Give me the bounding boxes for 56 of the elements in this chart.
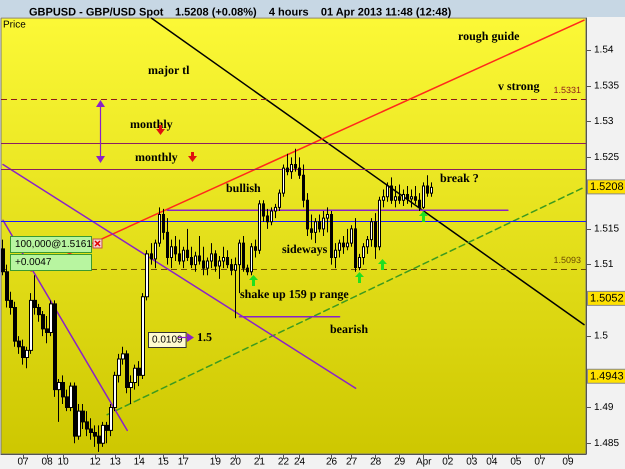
y-tick-label: 1.51 (594, 259, 614, 270)
x-tick-label: 07 (534, 456, 546, 468)
x-tick-label: 03 (466, 456, 478, 468)
annotation: sideways (282, 242, 328, 256)
y-tick-label: 1.49 (594, 402, 614, 414)
x-tick-label: 17 (178, 456, 190, 468)
x-tick-label: 02 (442, 456, 454, 468)
x-tick-label: 14 (134, 456, 146, 468)
order-tag: 100,000@1.5161 +0.0047 (10, 236, 92, 271)
x-tick-label: 04 (486, 456, 498, 468)
x-tick-label: 19 (210, 456, 222, 468)
y-tick-label: 1.525 (594, 152, 620, 163)
chart-subtitle: 1.5208 (+0.08%) 4 hours 01 Apr 2013 11:48 (12:48) (175, 6, 452, 18)
x-tick-label: 29 (394, 456, 406, 468)
x-tick-label: 28 (370, 456, 382, 468)
annotation: 1.5208 (590, 180, 624, 193)
annotation: rough guide (458, 29, 520, 43)
y-axis-title: Price (3, 20, 26, 30)
x-tick-label: 22 (278, 456, 290, 468)
x-tick-label: 09 (562, 456, 574, 468)
y-tick-label: 1.515 (594, 223, 620, 234)
annotation: monthly (135, 150, 178, 164)
x-tick-label: 20 (230, 456, 242, 468)
x-tick-label: 24 (294, 456, 306, 468)
annotation: monthly (130, 117, 173, 131)
x-tick-label: 27 (346, 456, 358, 468)
y-tick-label: 1.535 (594, 80, 620, 92)
y-tick-label: 1.5 (594, 330, 608, 342)
annotation: 0.0109 (152, 334, 184, 346)
x-tick-label: Apr (416, 456, 432, 468)
chart-title: GBPUSD - GBP/USD Spot (29, 6, 164, 18)
ref-line-label: 1.5093 (553, 255, 581, 266)
annotation: +0.0047 (10, 254, 92, 271)
y-tick-label: 1.485 (594, 438, 620, 449)
x-tick-label: 13 (110, 456, 122, 468)
annotation: shake up 159 p range (240, 287, 350, 301)
x-tick-label: 26 (326, 456, 338, 468)
x-tick-label: 05 (510, 456, 522, 468)
ref-line-label: 1.5331 (553, 84, 581, 95)
annotation: break ? (440, 171, 479, 185)
x-tick-label: 10 (58, 456, 70, 468)
y-tick-label: 1.54 (594, 44, 614, 56)
x-tick-label: 15 (158, 456, 170, 468)
y-tick-label: 1.53 (594, 116, 614, 128)
annotation: bearish (330, 322, 368, 336)
annotation: bullish (226, 181, 262, 195)
x-tick-label: 21 (254, 456, 266, 468)
annotation: 1.5052 (590, 292, 624, 304)
x-tick-label: 08 (42, 456, 54, 468)
annotation: major tl (148, 63, 190, 77)
annotation: v strong (498, 79, 540, 93)
annotation: 1.5 (197, 330, 212, 344)
annotation: 100,000@1.5161 (10, 236, 92, 253)
x-tick-label: 07 (17, 456, 30, 468)
x-tick-label: 12 (90, 456, 102, 468)
annotation: 1.4943 (590, 370, 624, 382)
